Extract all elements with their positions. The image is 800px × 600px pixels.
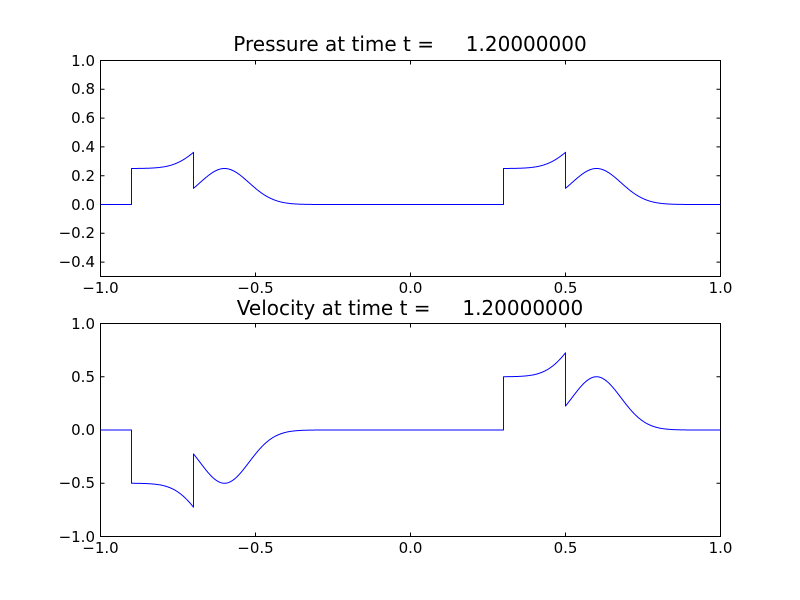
x-tick-label: 1.0 [708,539,733,557]
y-tick-label: 0.2 [71,166,95,185]
y-tick-label: −0.2 [58,224,95,243]
velocity-curve [100,352,721,508]
x-tick-label: 0.5 [553,539,578,557]
y-tick-label: −1.0 [58,527,95,546]
pressure-curve [100,151,721,205]
axes-frame [100,323,721,537]
x-tick-label: 0.0 [398,539,423,557]
y-tick-label: 0.4 [71,137,95,156]
y-tick-label: 1.0 [71,51,95,70]
y-tick-label: 0.5 [71,367,95,386]
y-tick-label: 0.0 [71,195,95,214]
y-tick-label: −0.5 [58,474,95,493]
y-tick-label: 0.0 [71,421,95,439]
pressure-plot-area [100,60,721,277]
x-tick-label: 1.0 [708,279,733,297]
x-tick-label: −0.5 [237,539,274,557]
x-tick-label: 0.0 [398,279,423,297]
tick-marks [100,323,721,537]
y-tick-label: 0.8 [71,80,95,99]
y-tick-label: −0.4 [58,253,95,272]
axes-frame [100,60,721,277]
y-tick-label: 1.0 [71,314,95,333]
x-tick-label: −1.0 [82,539,119,557]
x-tick-label: 0.5 [553,279,578,297]
tick-marks [100,60,721,277]
pressure-title: Pressure at time t = 1.20000000 [233,32,587,56]
x-tick-label: −1.0 [82,279,119,297]
x-tick-label: −0.5 [237,279,274,297]
velocity-plot-area [100,323,721,537]
velocity-title: Velocity at time t = 1.20000000 [236,296,584,320]
y-tick-label: 0.6 [71,109,95,128]
